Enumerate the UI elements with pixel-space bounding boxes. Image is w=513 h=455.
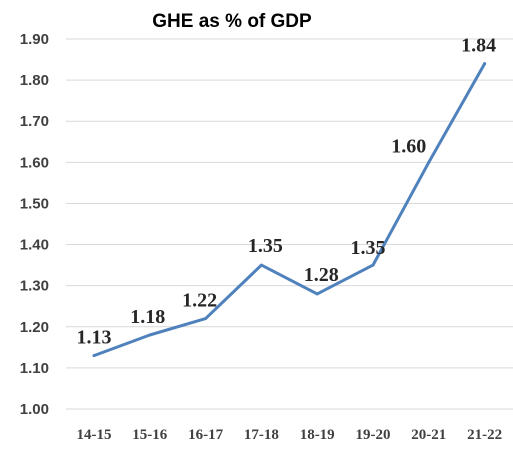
y-tick-label: 1.90 — [20, 31, 49, 48]
data-point — [92, 354, 96, 358]
x-tick-label: 15-16 — [132, 427, 167, 443]
data-point — [483, 62, 487, 66]
data-point — [315, 292, 319, 296]
y-tick-label: 1.10 — [20, 360, 49, 377]
data-point — [427, 160, 431, 164]
x-tick-label: 19-20 — [356, 427, 391, 443]
y-tick-label: 1.30 — [20, 278, 49, 295]
data-label: 1.35 — [248, 235, 283, 257]
x-tick-label: 18-19 — [300, 427, 335, 443]
gridlines — [66, 38, 513, 410]
y-tick-label: 1.60 — [20, 154, 49, 171]
data-label: 1.35 — [351, 237, 386, 259]
y-tick-label: 1.80 — [20, 72, 49, 89]
x-tick-label: 20-21 — [411, 427, 446, 443]
data-label: 1.84 — [461, 35, 496, 57]
series-layer — [92, 62, 487, 358]
x-tick-label: 16-17 — [188, 427, 223, 443]
data-label: 1.13 — [77, 327, 112, 349]
y-tick-label: 1.20 — [20, 319, 49, 336]
data-label: 1.60 — [391, 135, 426, 157]
x-tick-label: 14-15 — [77, 427, 112, 443]
y-tick-label: 1.50 — [20, 195, 49, 212]
x-axis-ticks: 14-15 15-16 16-17 17-18 18-19 19-20 20-21 21-22 — [77, 427, 503, 443]
y-axis-ticks: 1.00 1.10 1.20 1.30 1.40 1.50 1.60 1.70 1.80 1.90 — [20, 31, 49, 418]
data-labels: 1.13 1.18 1.22 1.35 1.28 1.35 1.60 1.84 — [77, 35, 497, 349]
data-label: 1.28 — [304, 264, 339, 286]
data-point — [371, 263, 375, 267]
y-tick-label: 1.00 — [20, 401, 49, 418]
chart-title: GHE as % of GDP — [152, 11, 312, 32]
y-tick-label: 1.40 — [20, 237, 49, 254]
series-line — [92, 62, 487, 358]
data-label: 1.22 — [182, 290, 217, 312]
data-point — [259, 263, 263, 267]
data-point — [204, 317, 208, 321]
x-tick-label: 17-18 — [244, 427, 279, 443]
y-tick-label: 1.70 — [20, 113, 49, 130]
data-label: 1.18 — [130, 306, 165, 328]
x-tick-label: 21-22 — [467, 427, 502, 443]
data-point — [148, 333, 152, 337]
